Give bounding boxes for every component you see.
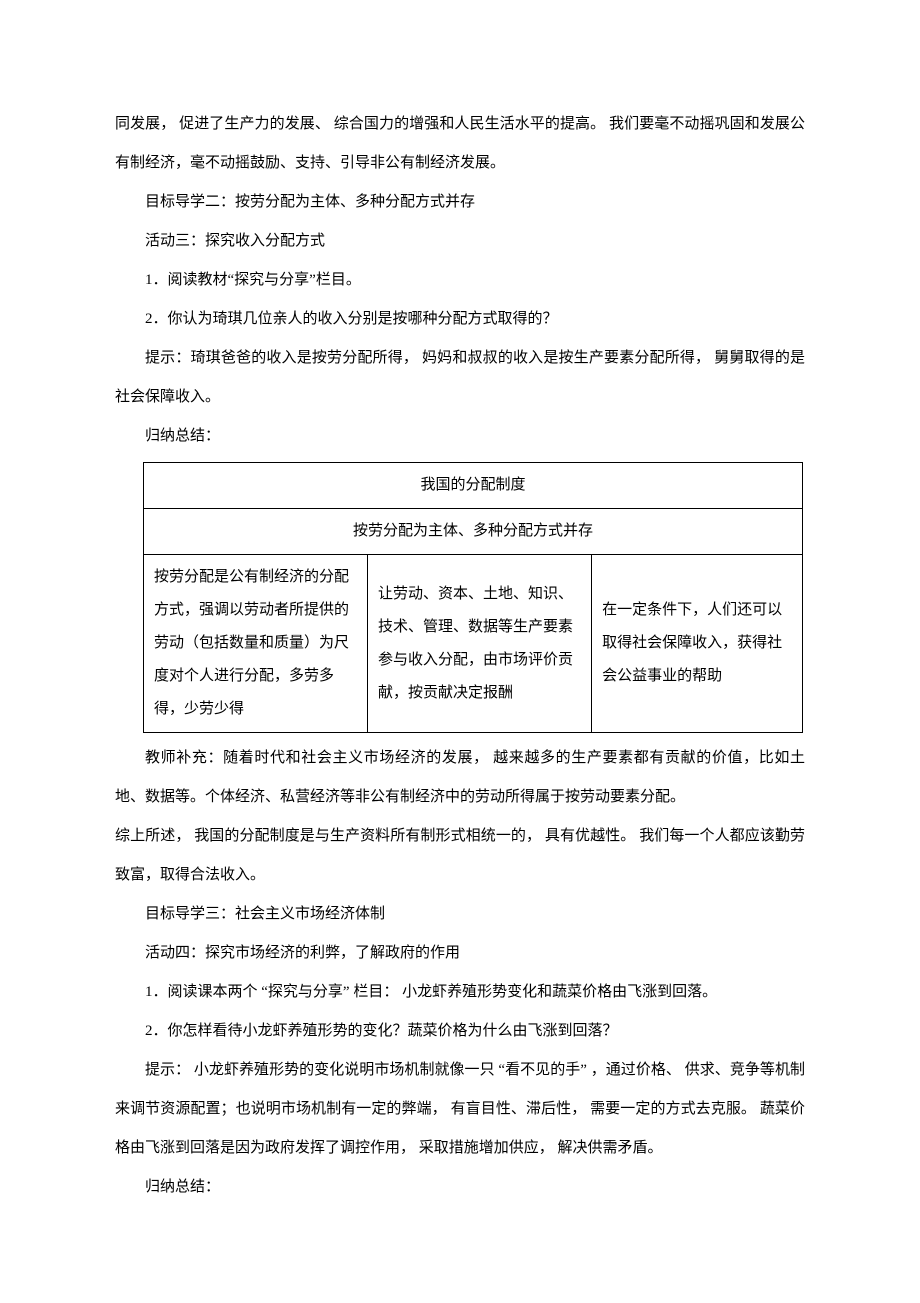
document-body: 同发展， 促进了生产力的发展、 综合国力的增强和人民生活水平的提高。 我们要毫不… (115, 105, 805, 1207)
table-row: 按劳分配是公有制经济的分配方式，强调以劳动者所提供的劳动（包括数量和质量）为尺度… (144, 555, 803, 733)
heading-target-2: 目标导学二：按劳分配为主体、多种分配方式并存 (115, 183, 805, 222)
activity-4-item-2: 2．你怎样看待小龙虾养殖形势的变化？蔬菜价格为什么由飞涨到回落？ (115, 1012, 805, 1051)
table-cell-2: 让劳动、资本、土地、知识、技术、管理、数据等生产要素参与收入分配，由市场评价贡献… (368, 555, 592, 733)
table-row: 按劳分配为主体、多种分配方式并存 (144, 509, 803, 555)
table-title-cell: 我国的分配制度 (144, 463, 803, 509)
activity-3-title: 活动三：探究收入分配方式 (115, 222, 805, 261)
table-subtitle-cell: 按劳分配为主体、多种分配方式并存 (144, 509, 803, 555)
summary-label-1: 归纳总结： (115, 417, 805, 456)
activity-3-item-1: 1．阅读教材“探究与分享”栏目。 (115, 261, 805, 300)
distribution-table: 我国的分配制度 按劳分配为主体、多种分配方式并存 按劳分配是公有制经济的分配方式… (143, 462, 803, 733)
activity-3-item-2: 2．你认为琦琪几位亲人的收入分别是按哪种分配方式取得的？ (115, 300, 805, 339)
activity-4-item-1: 1．阅读课本两个 “探究与分享” 栏目： 小龙虾养殖形势变化和蔬菜价格由飞涨到回… (115, 973, 805, 1012)
table-cell-3: 在一定条件下，人们还可以取得社会保障收入，获得社会公益事业的帮助 (592, 555, 803, 733)
teacher-note-b: 综上所述， 我国的分配制度是与生产资料所有制形式相统一的， 具有优越性。 我们每… (115, 817, 805, 895)
table: 我国的分配制度 按劳分配为主体、多种分配方式并存 按劳分配是公有制经济的分配方式… (143, 462, 803, 733)
hint-2: 提示： 小龙虾养殖形势的变化说明市场机制就像一只 “看不见的手” ，通过价格、 … (115, 1051, 805, 1168)
paragraph-1: 同发展， 促进了生产力的发展、 综合国力的增强和人民生活水平的提高。 我们要毫不… (115, 105, 805, 183)
hint-1: 提示：琦琪爸爸的收入是按劳分配所得， 妈妈和叔叔的收入是按生产要素分配所得， 舅… (115, 339, 805, 417)
teacher-note-a: 教师补充：随着时代和社会主义市场经济的发展， 越来越多的生产要素都有贡献的价值，… (115, 739, 805, 817)
heading-target-3: 目标导学三：社会主义市场经济体制 (115, 895, 805, 934)
table-row: 我国的分配制度 (144, 463, 803, 509)
activity-4-title: 活动四：探究市场经济的利弊，了解政府的作用 (115, 934, 805, 973)
summary-label-2: 归纳总结： (115, 1168, 805, 1207)
table-cell-1: 按劳分配是公有制经济的分配方式，强调以劳动者所提供的劳动（包括数量和质量）为尺度… (144, 555, 368, 733)
